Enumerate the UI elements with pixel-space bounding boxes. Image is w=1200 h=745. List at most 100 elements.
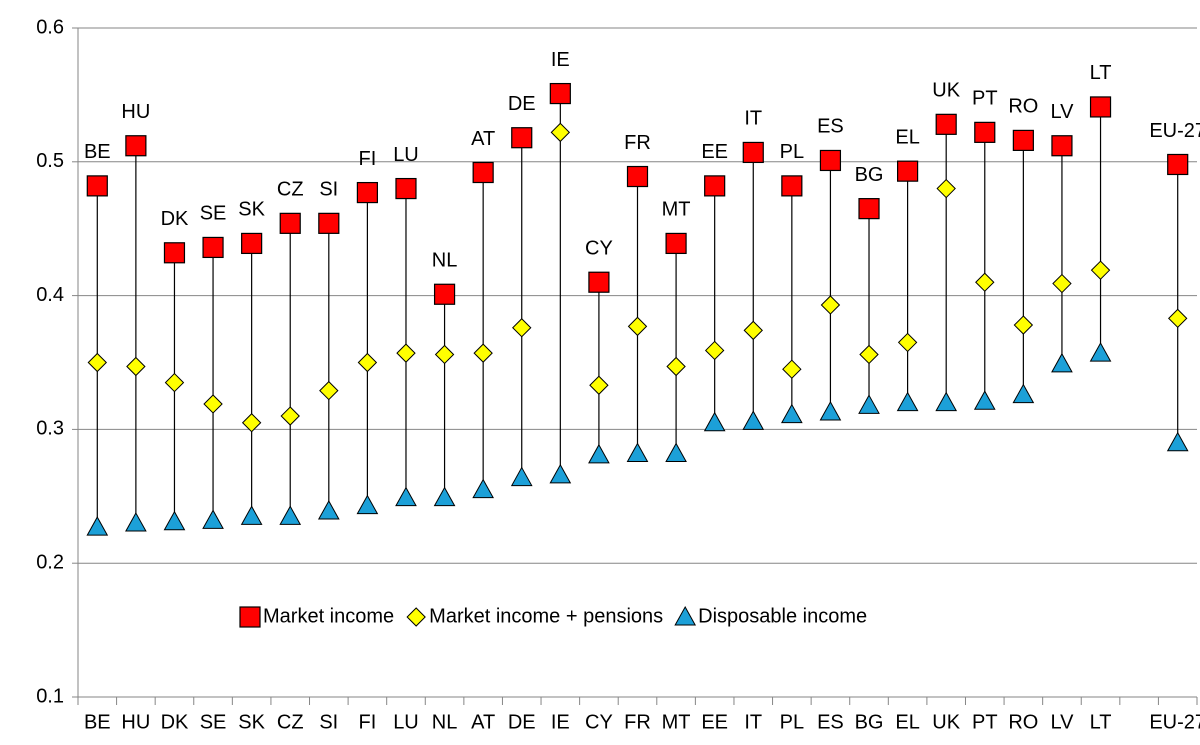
point-label: IT	[744, 108, 762, 130]
square-marker	[626, 165, 649, 188]
x-tick-label: LT	[1090, 711, 1112, 733]
square-marker	[1012, 129, 1034, 151]
square-marker	[742, 141, 764, 164]
diamond-marker	[241, 413, 262, 433]
triangle-marker	[858, 394, 880, 414]
x-tick-label: FR	[624, 711, 651, 733]
x-tick-label: RO	[1008, 711, 1038, 733]
triangle-marker	[742, 410, 765, 430]
square-marker	[356, 181, 378, 204]
x-tick-label: LV	[1050, 711, 1074, 733]
x-tick-label: EL	[895, 711, 919, 733]
triangle-marker	[588, 443, 610, 464]
x-tick-label: PL	[780, 711, 804, 733]
x-tick-label: BG	[855, 711, 884, 733]
y-tick-label: 0.2	[36, 551, 64, 573]
square-marker	[588, 271, 610, 293]
square-marker	[781, 175, 803, 197]
y-tick-label: 0.4	[36, 284, 64, 306]
square-marker	[858, 198, 880, 220]
x-tick-label: MT	[662, 711, 691, 733]
legend-label: Market income	[263, 605, 394, 627]
diamond-marker	[1090, 260, 1111, 280]
diamond-marker	[704, 340, 725, 361]
square-marker	[163, 242, 186, 264]
x-tick-label: CZ	[277, 711, 304, 733]
point-label: CZ	[277, 179, 304, 201]
point-label: MT	[662, 199, 691, 221]
diamond-marker	[743, 320, 763, 341]
point-label: BG	[855, 164, 884, 186]
diamond-marker	[627, 316, 648, 337]
x-tick-label: AT	[471, 711, 495, 733]
square-marker	[472, 161, 494, 184]
triangle-marker	[472, 478, 495, 499]
triangle-marker	[1051, 352, 1073, 373]
x-tick-label: IE	[551, 711, 570, 733]
x-tick-label: SI	[319, 711, 338, 733]
diamond-marker	[126, 356, 146, 377]
triangle-marker	[240, 505, 263, 525]
diamond-marker	[1168, 308, 1188, 329]
square-marker	[974, 121, 996, 143]
legend-marker	[239, 606, 261, 628]
x-tick-label: PT	[972, 711, 998, 733]
square-marker	[86, 175, 108, 197]
triangle-marker	[395, 486, 417, 507]
point-label: CY	[585, 238, 613, 260]
triangle-marker	[549, 463, 572, 484]
diamond-marker	[164, 372, 185, 393]
x-tick-label: SK	[238, 711, 265, 733]
point-label: UK	[932, 80, 960, 102]
diamond-marker	[357, 352, 378, 373]
x-tick-label: HU	[121, 711, 150, 733]
point-label: SI	[319, 179, 338, 201]
square-marker	[665, 232, 687, 255]
triangle-marker	[973, 390, 996, 410]
square-marker	[511, 127, 533, 149]
diamond-marker	[280, 406, 300, 426]
x-tick-label: SE	[200, 711, 227, 733]
y-tick-label: 0.1	[36, 685, 64, 707]
square-marker	[819, 149, 842, 172]
triangle-marker	[279, 505, 302, 525]
diamond-marker	[897, 332, 918, 353]
diamond-marker	[550, 122, 571, 143]
square-marker	[125, 135, 147, 157]
x-tick-label: CY	[585, 711, 613, 733]
diamond-marker	[87, 352, 108, 373]
diamond-marker	[666, 356, 686, 377]
square-marker	[1089, 96, 1112, 118]
legend-label: Disposable income	[698, 605, 867, 627]
y-tick-label: 0.5	[36, 150, 64, 172]
triangle-marker	[703, 411, 726, 432]
square-marker	[549, 82, 571, 105]
x-tick-label: BE	[84, 711, 111, 733]
square-marker	[935, 113, 957, 135]
triangle-marker	[1089, 342, 1112, 362]
diamond-marker	[319, 380, 339, 401]
legend-marker	[674, 605, 697, 626]
triangle-marker	[1012, 383, 1035, 404]
triangle-marker	[665, 442, 687, 462]
diamond-marker	[936, 178, 956, 199]
y-tick-label: 0.6	[36, 16, 64, 38]
triangle-marker	[1166, 431, 1189, 452]
square-marker	[1167, 153, 1189, 176]
point-label: AT	[471, 128, 495, 150]
point-label: FR	[624, 132, 651, 154]
point-label: LU	[393, 144, 419, 166]
x-tick-label: UK	[932, 711, 960, 733]
triangle-marker	[780, 403, 803, 424]
triangle-marker	[125, 512, 147, 532]
diamond-marker	[473, 343, 493, 363]
x-tick-label: NL	[432, 711, 458, 733]
point-label: DK	[161, 208, 189, 230]
x-tick-label: DK	[161, 711, 189, 733]
triangle-marker	[163, 510, 186, 531]
triangle-marker	[935, 391, 958, 412]
triangle-marker	[896, 391, 919, 412]
diamond-marker	[589, 375, 609, 395]
x-tick-label: EE	[701, 711, 728, 733]
point-label: EU-27	[1149, 120, 1200, 142]
